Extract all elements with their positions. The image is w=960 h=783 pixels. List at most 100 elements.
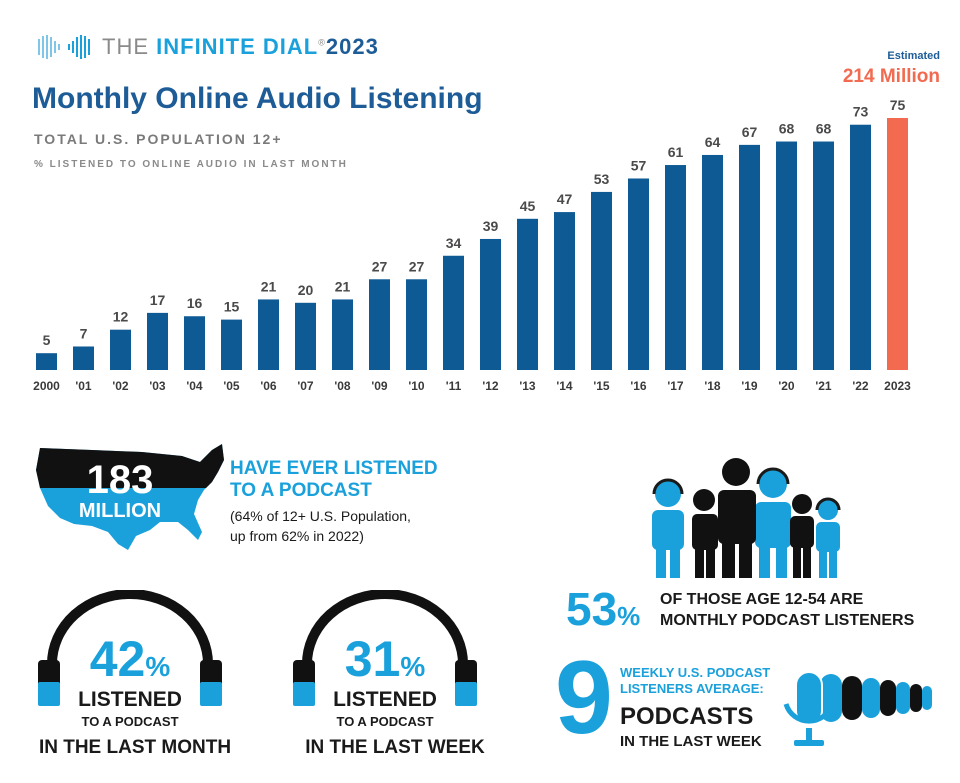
monthly-line2: TO A PODCAST [81,714,179,729]
monthly-number: 42 [89,631,146,687]
bar-value-label: 20 [298,282,314,298]
ever-listened-line1: HAVE EVER LISTENED [230,458,438,479]
x-tick-label: '10 [408,379,425,393]
x-tick-label: '02 [112,379,129,393]
avg-podcasts-small: IN THE LAST WEEK [620,733,762,750]
bar-17 [665,165,686,370]
monthly-listeners-block: 42% LISTENED TO A PODCAST [30,590,230,730]
bar-value-label: 64 [705,134,721,150]
family-headphones-icon [652,458,841,578]
weekly-listeners-block: 31% LISTENED TO A PODCAST [285,590,485,730]
bar-8 [332,299,353,370]
avg-podcasts-line2: LISTENERS AVERAGE: [620,681,764,696]
x-tick-label: '04 [186,379,203,393]
x-tick-label: '20 [778,379,795,393]
weekly-pct: 31% [285,630,485,688]
age-stat-line2: MONTHLY PODCAST LISTENERS [660,612,915,629]
bar-value-label: 12 [113,309,129,325]
monthly-line3: IN THE LAST MONTH [38,737,232,758]
weekly-number: 31 [344,631,401,687]
x-tick-label: '11 [446,379,462,393]
bar-10 [406,279,427,370]
ever-listened-unit: MILLION [78,500,162,522]
bar-chart: 5 2000 7 '01 12 '02 17 '03 16 '04 15 '05 21 '06 20 '07 2… [33,97,911,393]
headphones-icon [38,590,222,706]
bar-value-label: 57 [631,157,647,173]
ever-listened-note2: up from 62% in 2022) [230,528,364,544]
x-tick-label: '15 [593,379,610,393]
x-tick-label: '03 [149,379,166,393]
avg-podcasts-number: 9 [555,640,613,756]
bar-19 [739,144,760,370]
x-tick-label: '09 [371,379,388,393]
bar-value-label: 39 [483,218,499,234]
bar-6 [258,299,279,370]
bar-9 [369,279,390,370]
age-stat-number: 53% [566,582,640,636]
bar-value-label: 16 [187,295,203,311]
usa-map-icon [36,444,224,550]
bar-value-label: 27 [409,258,425,274]
bar-value-label: 53 [594,171,610,187]
x-tick-label: '14 [556,379,573,393]
weekly-pct-sign: % [400,651,426,682]
bar-value-label: 21 [335,278,351,294]
x-tick-label: '19 [741,379,758,393]
brand-part1: THE [102,34,157,59]
bar-20 [776,141,797,370]
age-stat-text: OF THOSE AGE 12-54 ARE MONTHLY PODCAST L… [660,589,940,631]
bar-2 [110,329,131,370]
headphones-icon [293,590,477,706]
bar-value-label: 5 [43,332,51,348]
bar-7 [295,302,316,370]
x-tick-label: '07 [297,379,314,393]
estimate-label: Estimated [887,50,940,62]
ever-listened-note1: (64% of 12+ U.S. Population, [230,508,411,524]
age-stat-pct: % [617,601,641,631]
bar-4 [184,316,205,370]
chart-subtitle-2: % LISTENED TO ONLINE AUDIO IN LAST MONTH [34,159,348,170]
avg-podcasts-heading: WEEKLY U.S. PODCAST LISTENERS AVERAGE: [620,665,790,697]
bar-3 [147,312,168,370]
bar-21 [813,141,834,370]
infinity-logo-icon [38,35,90,59]
bar-value-label: 17 [150,292,166,308]
x-tick-label: '06 [260,379,277,393]
bar-1 [73,346,94,370]
avg-podcasts-big: PODCASTS [620,703,754,730]
brand-year: 2023 [325,34,379,59]
bar-16 [628,178,649,370]
monthly-pct: 42% [30,630,230,688]
chart-subtitle: TOTAL U.S. POPULATION 12+ [34,131,283,147]
x-tick-label: '05 [223,379,240,393]
bar-value-label: 61 [668,144,684,160]
bar-value-label: 27 [372,258,388,274]
bar-23 [887,118,908,370]
bar-value-label: 47 [557,191,573,207]
bar-5 [221,319,242,370]
bar-value-label: 7 [80,325,88,341]
x-tick-label: 2023 [884,379,911,393]
x-tick-label: '18 [704,379,721,393]
bar-11 [443,255,464,370]
microphone-icon [783,671,932,746]
ever-listened-line2: TO A PODCAST [230,480,372,501]
bar-value-label: 75 [890,97,906,113]
avg-podcasts-line1: WEEKLY U.S. PODCAST [620,665,771,680]
bar-value-label: 68 [779,121,795,137]
brand-reg: ® [318,37,326,48]
x-tick-label: '01 [75,379,92,393]
bar-18 [702,154,723,370]
x-tick-label: '13 [519,379,536,393]
bar-15 [591,191,612,370]
ever-listened-number: 183 [86,458,154,502]
x-tick-label: '08 [334,379,351,393]
x-tick-label: '16 [630,379,647,393]
ever-listened-note: (64% of 12+ U.S. Population, up from 62%… [230,506,450,546]
weekly-line2: TO A PODCAST [336,714,434,729]
bar-value-label: 34 [446,235,462,251]
age-stat-line1: OF THOSE AGE 12-54 ARE [660,591,864,608]
bar-value-label: 15 [224,299,240,315]
age-stat-value: 53 [566,583,618,635]
bar-value-label: 21 [261,278,277,294]
